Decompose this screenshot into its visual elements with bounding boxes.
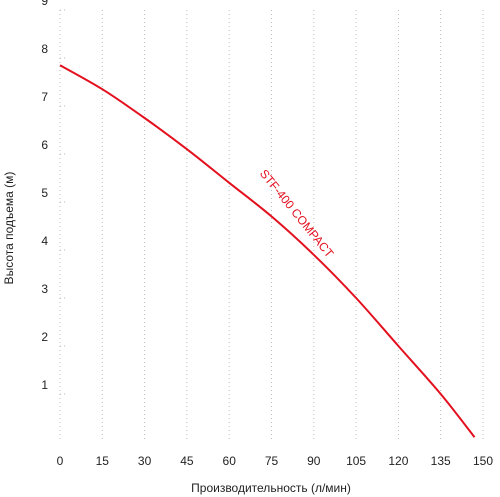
- x-tick-label: 15: [96, 454, 110, 468]
- x-tick-label: 120: [388, 454, 408, 468]
- x-tick-label: 30: [138, 454, 152, 468]
- x-tick-label: 135: [431, 454, 451, 468]
- y-tick-label: 1: [41, 378, 48, 392]
- y-tick-label: 4: [41, 234, 48, 248]
- y-tick-label: 5: [41, 186, 48, 200]
- y-tick-label: 7: [41, 90, 48, 104]
- x-tick-label: 0: [57, 454, 64, 468]
- x-tick-label: 75: [265, 454, 279, 468]
- y-tick-label: 8: [41, 42, 48, 56]
- y-tick-label: 9: [41, 0, 48, 8]
- x-tick-label: 60: [223, 454, 237, 468]
- x-tick-label: 45: [180, 454, 194, 468]
- x-tick-label: 105: [346, 454, 366, 468]
- curve: [59, 64, 476, 438]
- x-tick-label: 150: [473, 454, 493, 468]
- x-axis-label: Производительность (л/мин): [191, 481, 351, 495]
- y-tick-label: 3: [41, 282, 48, 296]
- y-tick-label: 6: [41, 138, 48, 152]
- x-tick-label: 90: [307, 454, 321, 468]
- y-tick-label: 2: [41, 330, 48, 344]
- y-axis-label: Высота подъема (м): [2, 172, 16, 285]
